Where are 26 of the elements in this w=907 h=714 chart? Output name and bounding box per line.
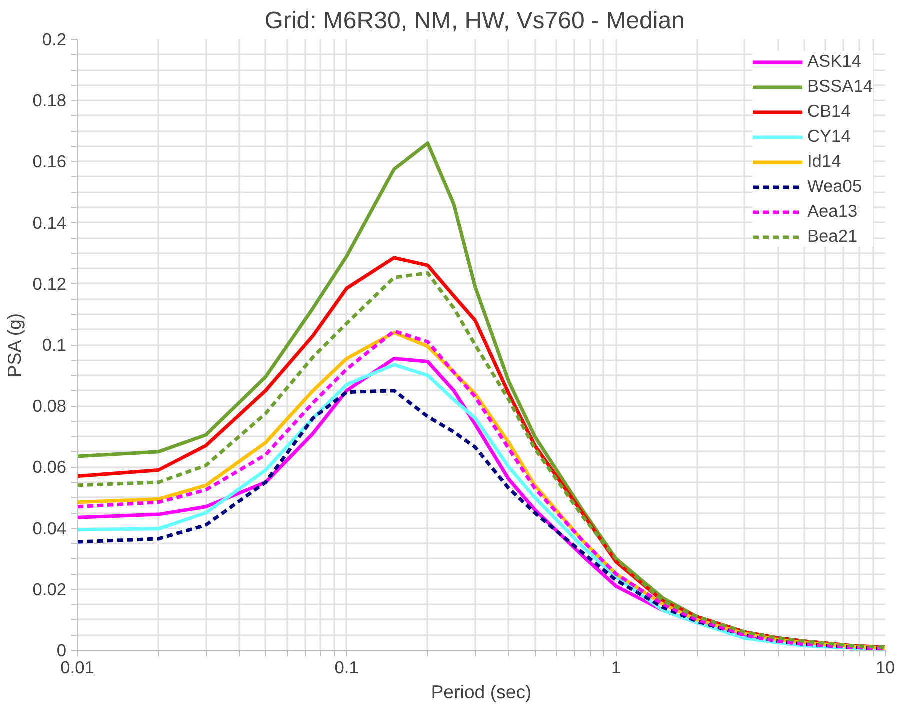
legend-label: CB14 (807, 101, 851, 122)
y-tick-label: 0.04 (32, 518, 67, 538)
y-tick-label: 0.2 (42, 30, 67, 50)
y-tick-label: 0.08 (32, 396, 67, 416)
y-tick-label: 0.1 (42, 335, 67, 355)
y-axis-title: PSA (g) (4, 313, 25, 378)
legend-label: ASK14 (807, 51, 862, 72)
legend-label: Bea21 (807, 226, 858, 247)
legend-label: CY14 (807, 126, 851, 147)
legend-label: Wea05 (807, 176, 862, 197)
x-axis-title: Period (sec) (431, 682, 532, 702)
y-tick-label: 0.12 (32, 274, 67, 294)
y-tick-label: 0.02 (32, 579, 67, 600)
legend-label: Id14 (807, 151, 842, 172)
legend-label: Aea13 (807, 201, 858, 222)
x-tick-label: 10 (876, 658, 896, 678)
legend-label: BSSA14 (807, 76, 873, 97)
x-tick-label: 1 (611, 658, 621, 678)
chart-title: Grid: M6R30, NM, HW, Vs760 - Median (264, 8, 685, 34)
x-tick-label: 0.01 (60, 658, 94, 678)
y-tick-label: 0.18 (32, 90, 67, 111)
y-tick-label: 0.06 (32, 457, 67, 478)
y-tick-label: 0.16 (32, 152, 67, 172)
y-tick-label: 0.14 (32, 212, 67, 233)
y-tick-label: 0 (56, 640, 67, 660)
x-tick-label: 0.1 (334, 658, 359, 678)
